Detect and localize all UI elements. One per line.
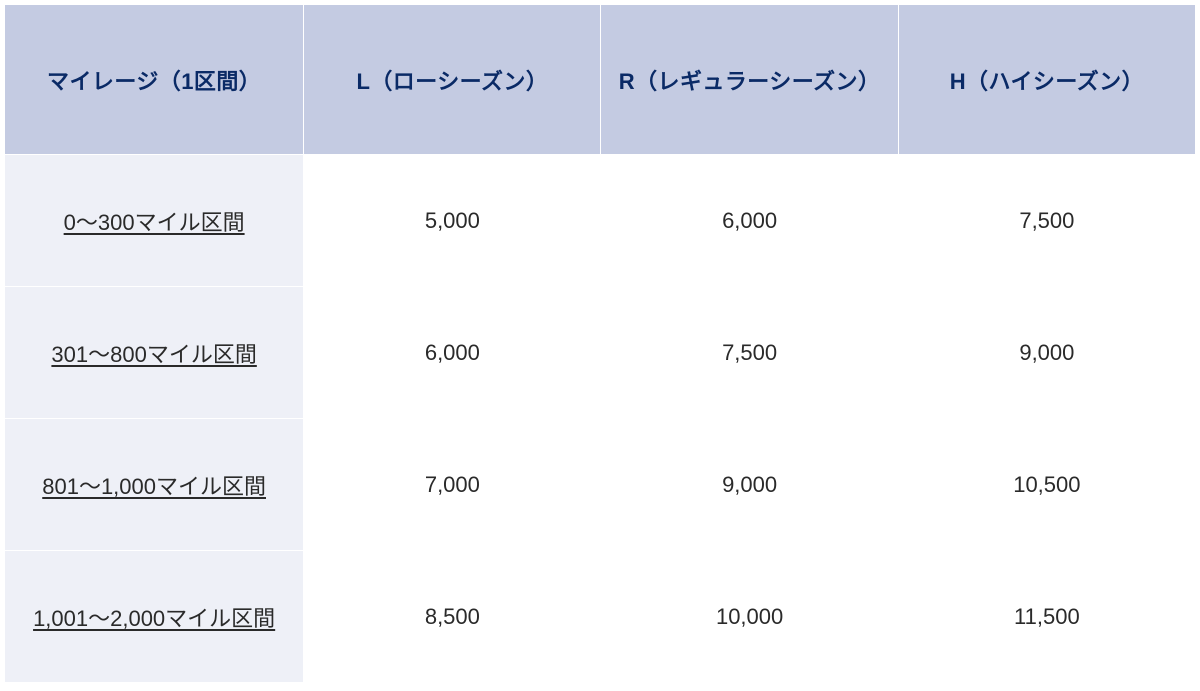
table-row: 0～300マイル区間 5,000 6,000 7,500	[5, 155, 1196, 287]
miles-cell-low: 6,000	[304, 287, 601, 419]
miles-cell-high: 9,000	[898, 287, 1195, 419]
mileage-range-link[interactable]: 1,001～2,000マイル区間	[5, 551, 304, 683]
miles-cell-low: 8,500	[304, 551, 601, 683]
miles-cell-regular: 9,000	[601, 419, 898, 551]
table-row: 301～800マイル区間 6,000 7,500 9,000	[5, 287, 1196, 419]
mileage-range-link[interactable]: 301～800マイル区間	[5, 287, 304, 419]
column-header-regular-season: R（レギュラーシーズン）	[601, 5, 898, 155]
mileage-range-link[interactable]: 0～300マイル区間	[5, 155, 304, 287]
column-header-mileage: マイレージ（1区間）	[5, 5, 304, 155]
miles-cell-low: 7,000	[304, 419, 601, 551]
mileage-range-link[interactable]: 801～1,000マイル区間	[5, 419, 304, 551]
miles-cell-high: 11,500	[898, 551, 1195, 683]
miles-cell-regular: 7,500	[601, 287, 898, 419]
table-row: 801～1,000マイル区間 7,000 9,000 10,500	[5, 419, 1196, 551]
column-header-high-season: H（ハイシーズン）	[898, 5, 1195, 155]
miles-cell-regular: 10,000	[601, 551, 898, 683]
miles-cell-high: 7,500	[898, 155, 1195, 287]
miles-cell-low: 5,000	[304, 155, 601, 287]
mileage-award-table: マイレージ（1区間） L（ローシーズン） R（レギュラーシーズン） H（ハイシー…	[4, 4, 1196, 683]
table-row: 1,001～2,000マイル区間 8,500 10,000 11,500	[5, 551, 1196, 683]
column-header-low-season: L（ローシーズン）	[304, 5, 601, 155]
miles-cell-high: 10,500	[898, 419, 1195, 551]
table-header-row: マイレージ（1区間） L（ローシーズン） R（レギュラーシーズン） H（ハイシー…	[5, 5, 1196, 155]
miles-cell-regular: 6,000	[601, 155, 898, 287]
